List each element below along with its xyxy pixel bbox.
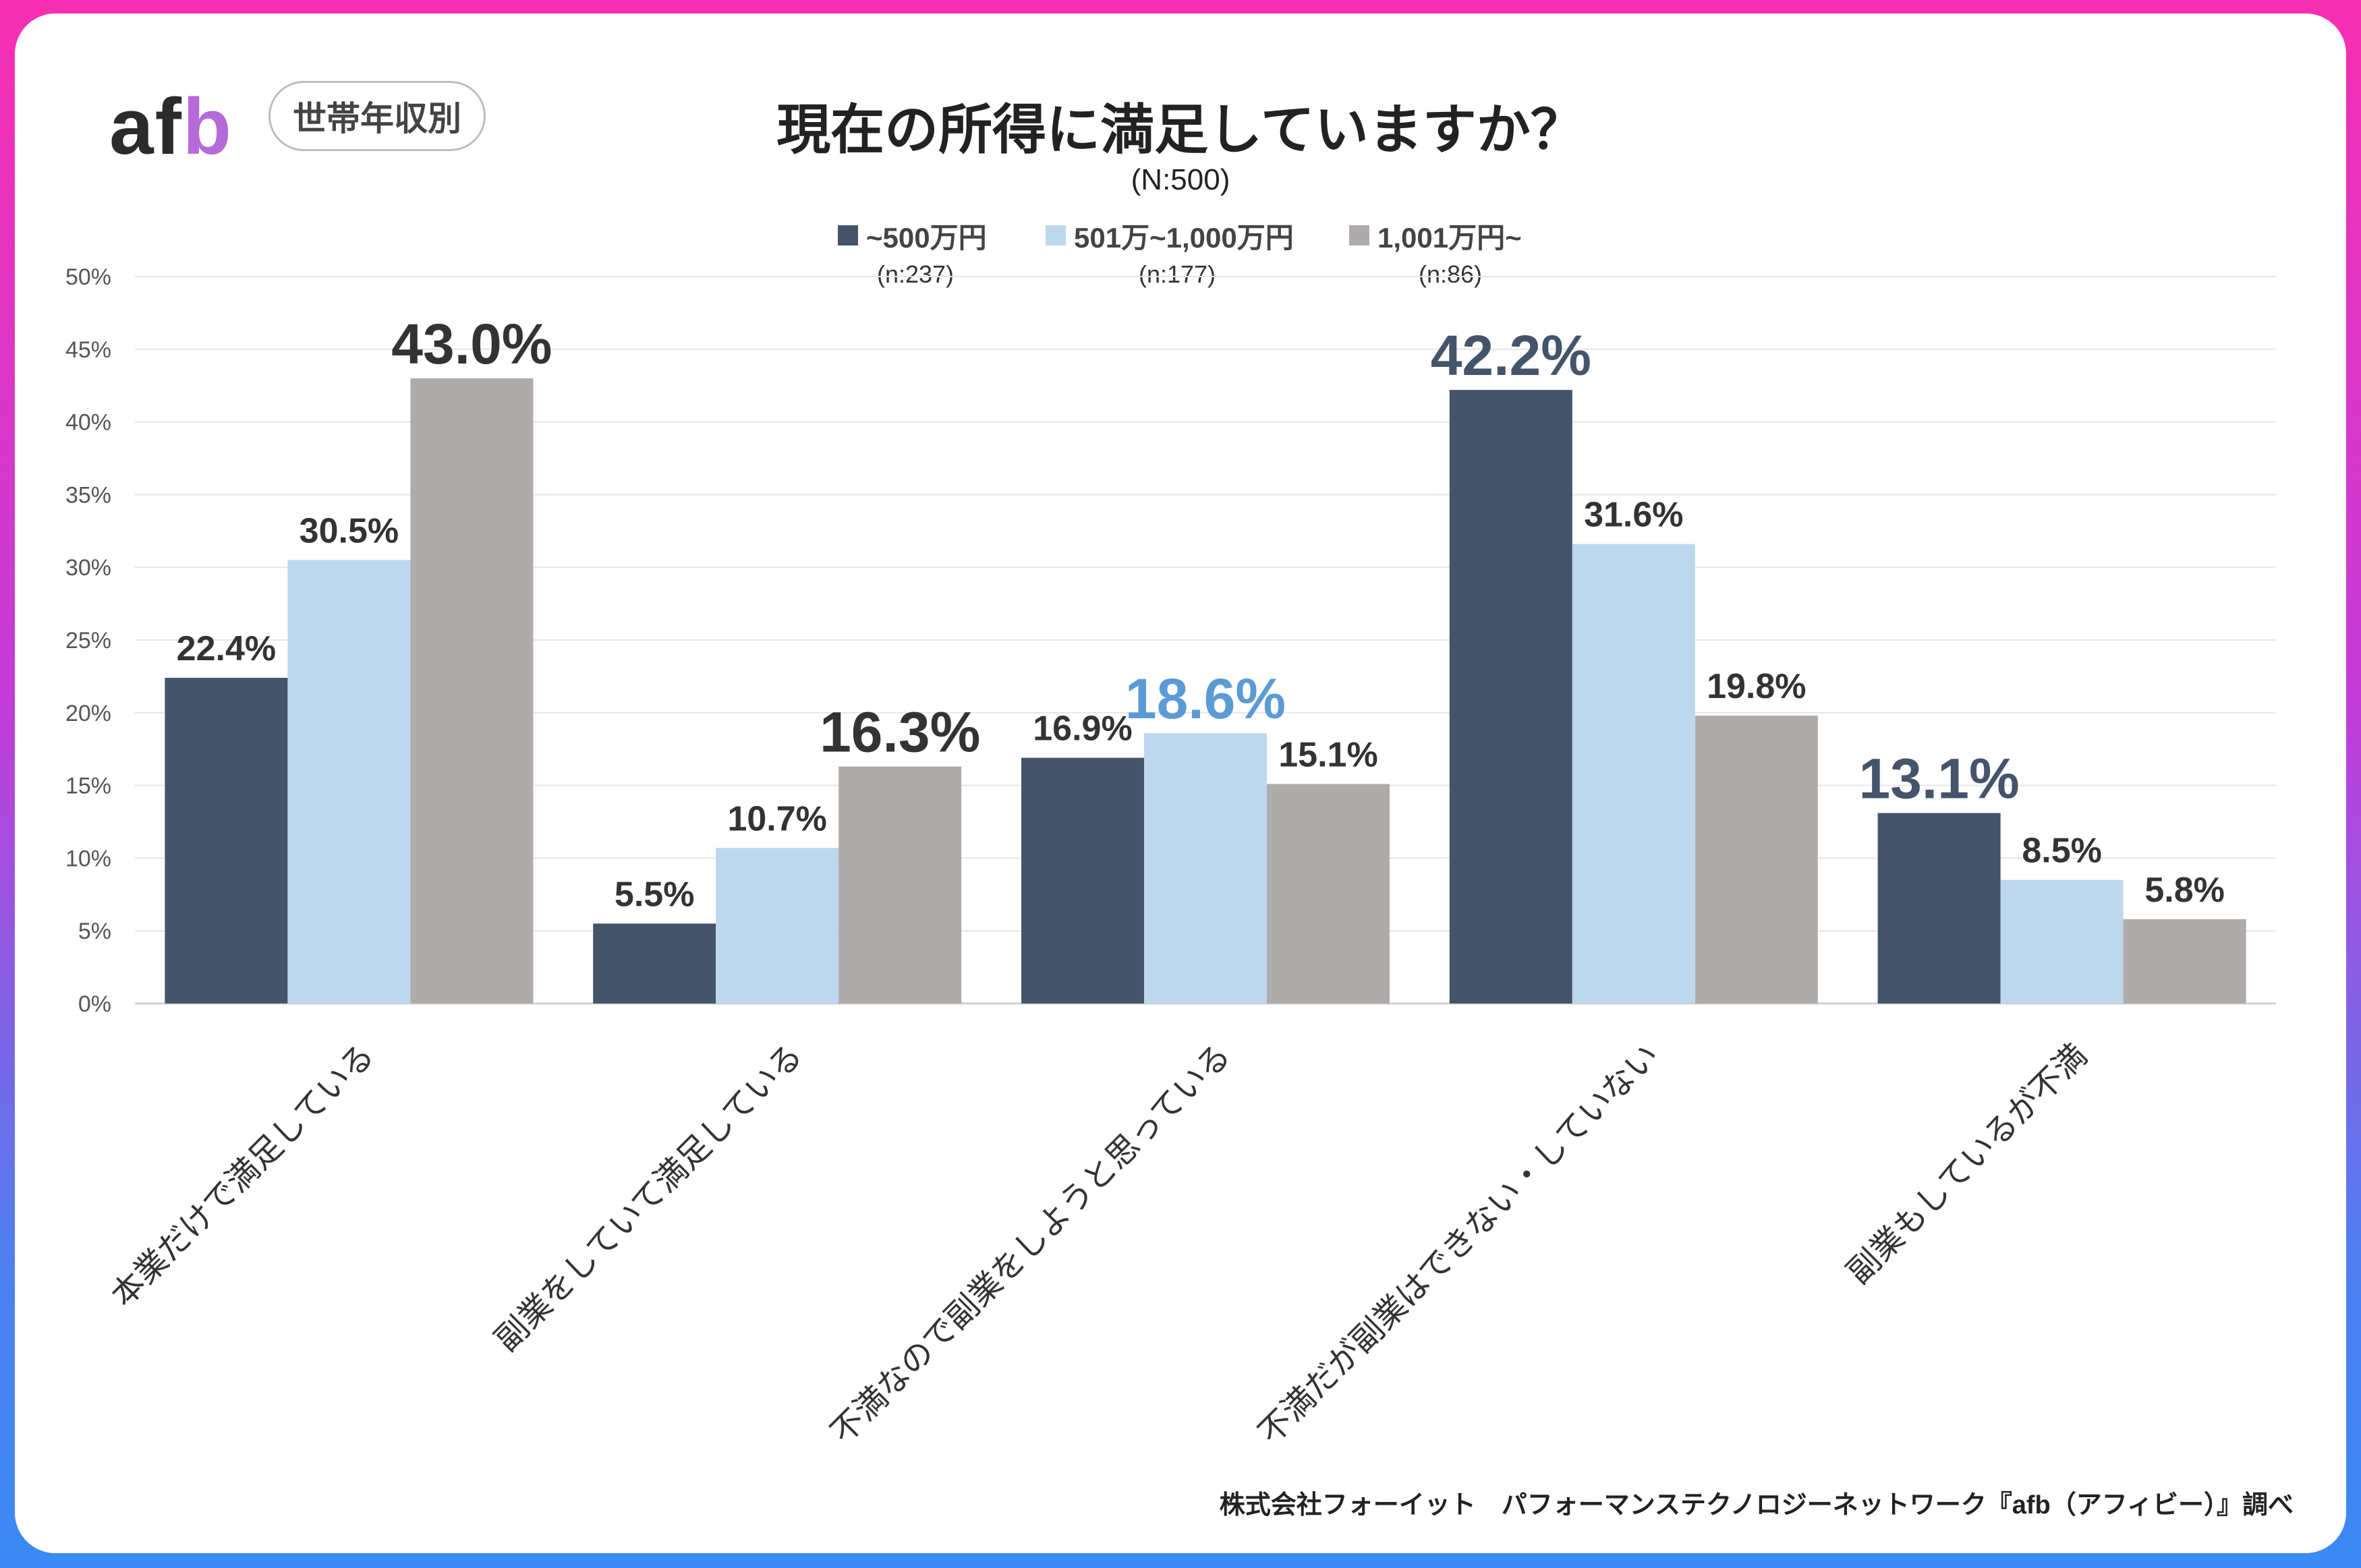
bar — [1449, 390, 1572, 1004]
chart-title: 現在の所得に満足していますか？ — [776, 100, 1585, 160]
bar — [2123, 919, 2246, 1004]
bar — [1021, 757, 1144, 1004]
bar — [2000, 879, 2124, 1004]
legend-swatch-series-1 — [838, 225, 858, 245]
y-tick-label: 50% — [65, 264, 111, 290]
legend-count: (n:177) — [1138, 260, 1216, 288]
bar — [1572, 544, 1695, 1004]
data-label: 42.2% — [1431, 324, 1591, 387]
bar — [1695, 716, 1818, 1004]
bar — [716, 848, 839, 1004]
legend-item-series-1: ~500万円 (n:237) — [838, 216, 993, 289]
data-label: 43.0% — [391, 312, 552, 376]
data-label: 22.4% — [177, 629, 276, 668]
bar — [1267, 784, 1390, 1004]
y-tick-label: 45% — [65, 337, 111, 363]
legend-label: ~500万円 — [866, 221, 987, 254]
legend-label: 1,001万円~ — [1377, 221, 1522, 254]
legend-label: 501万~1,000万円 — [1074, 221, 1294, 254]
y-tick-label: 40% — [65, 410, 111, 436]
data-label: 15.1% — [1278, 735, 1377, 774]
data-label: 31.6% — [1584, 496, 1683, 535]
category-label: 本業だけで満足している — [104, 1037, 382, 1314]
y-tick-label: 20% — [65, 701, 111, 726]
legend-item-series-3: 1,001万円~ (n:86) — [1349, 216, 1552, 289]
data-label: 16.3% — [820, 701, 980, 764]
data-label: 18.6% — [1125, 667, 1286, 730]
bar-chart: 0% 5% 10% 15% 20% 25% 30% 35% 40% 45% 50% 22.4% 5.5%… — [65, 264, 2276, 1452]
bar — [1144, 732, 1267, 1004]
legend-count: (n:237) — [876, 260, 955, 288]
legend-item-series-2: 501万~1,000万円 (n:177) — [1046, 216, 1322, 289]
y-tick-label: 25% — [65, 628, 111, 654]
y-tick-label: 0% — [78, 991, 111, 1017]
y-tick-label: 10% — [65, 846, 111, 871]
y-tick-label: 30% — [65, 555, 111, 581]
legend: ~500万円 (n:237) 501万~1,000万円 (n:177) 1,00… — [15, 216, 2346, 290]
filter-badge: 世帯年収別 — [268, 81, 486, 151]
data-label: 19.8% — [1707, 667, 1806, 706]
bar — [1877, 813, 2001, 1004]
category-label: 副業もしているが不満 — [1840, 1037, 2095, 1291]
y-tick-label: 5% — [78, 919, 111, 944]
category-label: 副業をしていて満足している — [488, 1037, 810, 1359]
data-label: 8.5% — [2022, 832, 2102, 871]
afb-logo: afb — [109, 82, 233, 171]
data-label: 10.7% — [727, 799, 826, 838]
bar — [838, 766, 962, 1004]
bar — [410, 378, 534, 1004]
data-label: 5.5% — [615, 875, 695, 914]
source-credit: 株式会社フォーイット パフォーマンステクノロジーネットワーク『afb（アフィビー… — [1219, 1491, 2294, 1519]
data-label: 30.5% — [300, 511, 399, 550]
data-label: 16.9% — [1033, 709, 1132, 749]
data-label: 13.1% — [1859, 747, 2020, 811]
legend-swatch-series-3 — [1349, 225, 1369, 245]
bar — [593, 923, 716, 1004]
sample-size: (N:500) — [1131, 163, 1230, 196]
legend-swatch-series-2 — [1046, 225, 1066, 245]
legend-count: (n:86) — [1418, 260, 1483, 288]
bar — [287, 560, 411, 1004]
y-tick-label: 15% — [65, 774, 111, 799]
y-tick-label: 35% — [65, 482, 111, 508]
category-label: 不満なので副業をしようと思っている — [824, 1037, 1239, 1451]
data-label: 5.8% — [2144, 871, 2225, 910]
category-label: 不満だが副業はできない・していない — [1251, 1037, 1667, 1452]
bar — [165, 678, 288, 1004]
chart-card: afb 世帯年収別 現在の所得に満足していますか？ (N:500) ~500万円… — [15, 13, 2346, 1553]
